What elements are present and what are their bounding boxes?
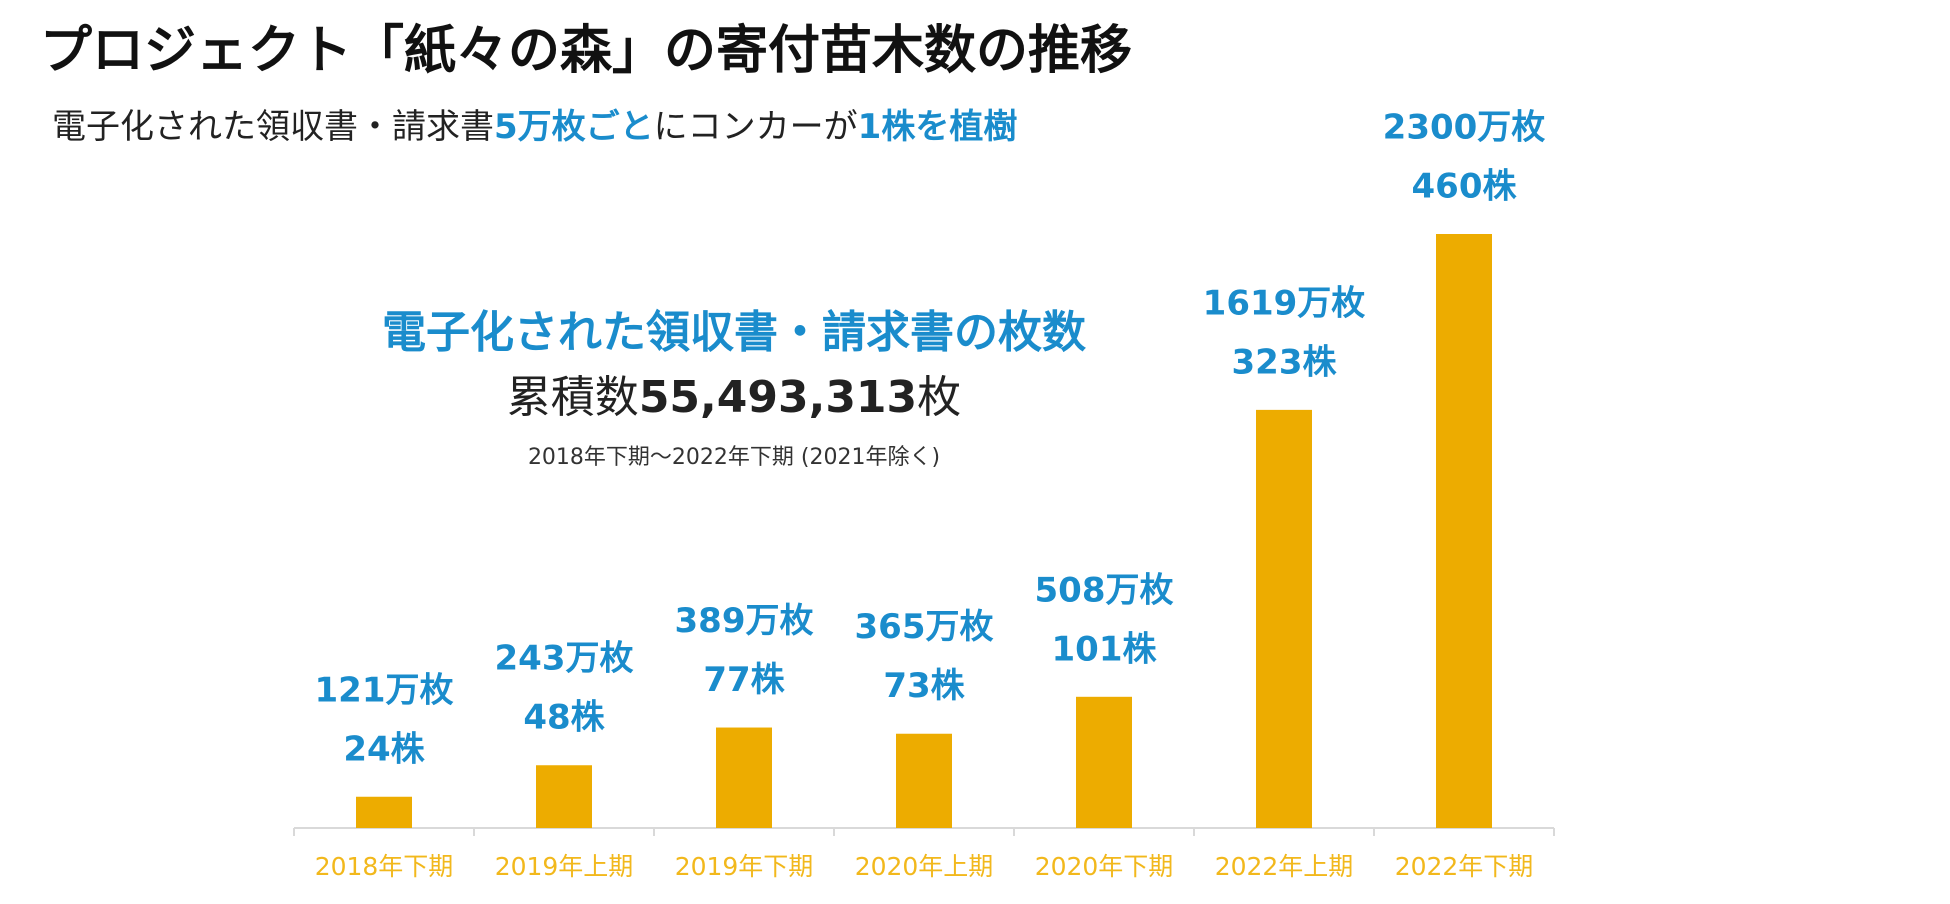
- total-value: 55,493,313: [639, 372, 917, 423]
- x-tick-label: 2019年下期: [675, 852, 814, 881]
- subtitle: 電子化された領収書・請求書5万枚ごとにコンカーが1株を植樹: [52, 107, 1017, 147]
- total-suffix: 枚: [917, 372, 961, 423]
- annotation-heading: 電子化された領収書・請求書の枚数: [382, 307, 1086, 358]
- x-tick-label: 2022年下期: [1395, 852, 1534, 881]
- bar: [716, 727, 772, 828]
- tree-label: 323株: [1232, 342, 1338, 382]
- tree-label: 77株: [703, 660, 785, 700]
- subtitle-part: にコンカーが: [654, 107, 858, 147]
- value-label: 1619万枚: [1203, 283, 1366, 323]
- value-label: 121万枚: [315, 670, 454, 710]
- bar: [356, 796, 412, 828]
- annotation-note: 2018年下期～2022年下期 (2021年除く): [528, 445, 940, 470]
- value-label: 508万枚: [1035, 570, 1174, 610]
- total-prefix: 累積数: [507, 372, 639, 423]
- tree-label: 101株: [1052, 629, 1158, 669]
- value-label: 2300万枚: [1383, 108, 1546, 148]
- x-tick-label: 2020年上期: [855, 852, 994, 881]
- annotation-total: 累積数55,493,313枚: [507, 372, 961, 423]
- bar: [536, 765, 592, 828]
- value-label: 243万枚: [495, 639, 634, 679]
- bar: [896, 733, 952, 828]
- subtitle-part: 5万枚ごと: [494, 107, 654, 147]
- tree-label: 24株: [343, 729, 425, 769]
- x-tick-label: 2019年上期: [495, 852, 634, 881]
- chart-title: プロジェクト「紙々の森」の寄付苗木数の推移: [40, 21, 1132, 81]
- x-tick-label: 2022年上期: [1215, 852, 1354, 881]
- subtitle-part: 1株を植樹: [858, 107, 1018, 147]
- tree-label: 460株: [1412, 167, 1518, 207]
- tree-label: 73株: [883, 666, 965, 706]
- bar: [1256, 409, 1312, 828]
- subtitle-part: 電子化された領収書・請求書: [52, 107, 494, 147]
- x-tick-label: 2020年下期: [1035, 852, 1174, 881]
- bar: [1436, 234, 1492, 828]
- tree-label: 48株: [523, 698, 605, 738]
- value-label: 365万枚: [855, 607, 994, 647]
- bar: [1076, 696, 1132, 828]
- x-tick-label: 2018年下期: [315, 852, 454, 881]
- value-label: 389万枚: [675, 601, 814, 641]
